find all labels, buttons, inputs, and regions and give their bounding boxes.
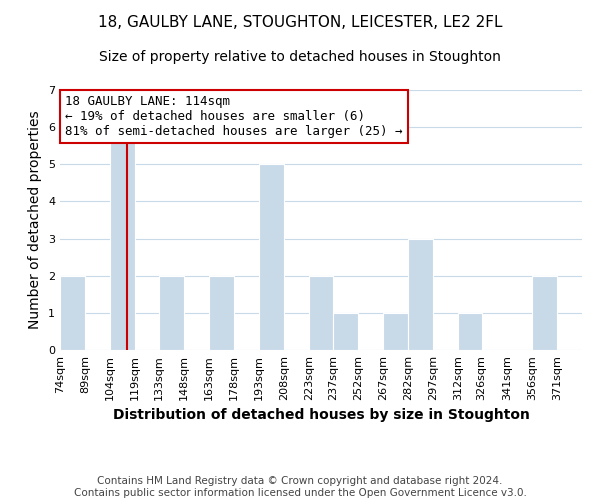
Bar bbox=[259, 164, 284, 350]
Text: 18, GAULBY LANE, STOUGHTON, LEICESTER, LE2 2FL: 18, GAULBY LANE, STOUGHTON, LEICESTER, L… bbox=[98, 15, 502, 30]
Bar bbox=[110, 127, 135, 350]
Bar bbox=[209, 276, 234, 350]
Text: Size of property relative to detached houses in Stoughton: Size of property relative to detached ho… bbox=[99, 50, 501, 64]
Bar bbox=[159, 276, 184, 350]
Text: Contains HM Land Registry data © Crown copyright and database right 2024.
Contai: Contains HM Land Registry data © Crown c… bbox=[74, 476, 526, 498]
Bar bbox=[458, 313, 482, 350]
Bar bbox=[532, 276, 557, 350]
Bar bbox=[408, 238, 433, 350]
Bar bbox=[309, 276, 333, 350]
Bar bbox=[383, 313, 408, 350]
Text: 18 GAULBY LANE: 114sqm
← 19% of detached houses are smaller (6)
81% of semi-deta: 18 GAULBY LANE: 114sqm ← 19% of detached… bbox=[65, 95, 403, 138]
X-axis label: Distribution of detached houses by size in Stoughton: Distribution of detached houses by size … bbox=[113, 408, 529, 422]
Bar bbox=[60, 276, 85, 350]
Bar bbox=[333, 313, 358, 350]
Y-axis label: Number of detached properties: Number of detached properties bbox=[28, 110, 43, 330]
